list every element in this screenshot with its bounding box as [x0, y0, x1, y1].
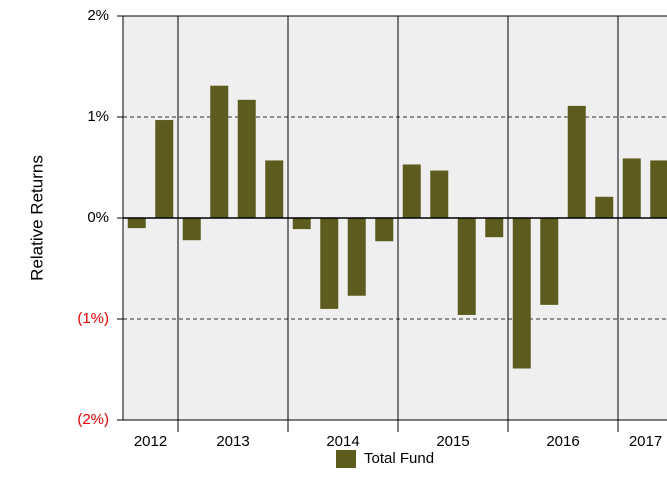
bar [485, 218, 504, 238]
bar [292, 218, 311, 230]
bar [567, 105, 586, 218]
y-tick-label: 0% [87, 209, 109, 226]
bar [540, 218, 559, 305]
y-tick-label: (2%) [77, 411, 109, 428]
bar [127, 218, 146, 229]
bar [237, 99, 256, 218]
bar [457, 218, 476, 315]
bar [265, 160, 284, 218]
bar [512, 218, 531, 369]
bar [650, 160, 667, 218]
x-tick-label: 2014 [326, 433, 359, 450]
legend-swatch [336, 450, 356, 468]
bar [182, 218, 201, 241]
x-tick-label: 2017 [629, 433, 662, 450]
bar [210, 85, 229, 218]
bar [622, 158, 641, 218]
legend-label: Total Fund [364, 450, 434, 467]
y-tick-label: (1%) [77, 310, 109, 327]
bar [155, 120, 174, 218]
bar [347, 218, 366, 296]
y-tick-label: 2% [87, 7, 109, 24]
x-tick-label: 2016 [546, 433, 579, 450]
y-tick-label: 1% [87, 108, 109, 125]
plot-frame [122, 15, 667, 421]
bar [430, 170, 449, 218]
x-tick-label: 2015 [436, 433, 469, 450]
bar [595, 196, 614, 218]
x-tick-label: 2013 [216, 433, 249, 450]
y-axis-label: Relative Returns [27, 155, 46, 281]
bar [402, 164, 421, 218]
bar [320, 218, 339, 309]
x-tick-label: 2012 [134, 433, 167, 450]
bar [375, 218, 394, 242]
